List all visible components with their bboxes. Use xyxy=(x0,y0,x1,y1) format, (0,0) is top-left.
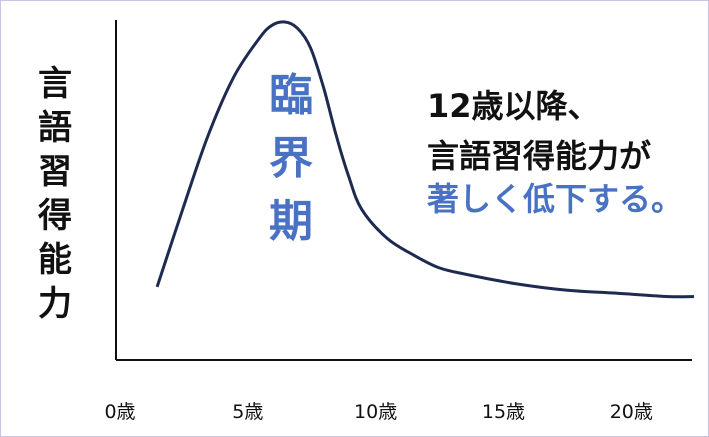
y-axis-label-char: 習 xyxy=(38,152,72,192)
critical-period-char: 期 xyxy=(269,196,313,247)
x-tick-label: 15歳 xyxy=(482,401,525,423)
x-tick-label: 20歳 xyxy=(610,401,653,423)
y-axis-label-char: 能 xyxy=(38,240,72,280)
x-tick-label: 10歳 xyxy=(354,401,397,423)
x-tick-label: 0歳 xyxy=(104,401,135,423)
x-tick-label: 5歳 xyxy=(232,401,263,423)
note-line-1: 12歳以降、 xyxy=(427,87,600,125)
y-axis-label-char: 得 xyxy=(37,196,72,236)
y-axis-label-char: 言 xyxy=(38,64,72,104)
note-line-2: 言語習得能力が xyxy=(427,137,651,175)
language-ability-curve xyxy=(155,20,695,299)
critical-period-char: 臨 xyxy=(269,70,313,121)
y-axis-label: 言語習得能力 xyxy=(37,64,72,324)
y-axis-label-char: 力 xyxy=(38,284,72,324)
critical-period-label: 臨界期 xyxy=(269,70,313,247)
x-tick-labels: 0歳 5歳 10歳 15歳 20歳 xyxy=(104,401,652,423)
critical-period-char: 界 xyxy=(269,133,313,184)
note-line-3-accent: 著しく低下する。 xyxy=(427,180,683,218)
y-axis-label-char: 語 xyxy=(38,108,72,148)
